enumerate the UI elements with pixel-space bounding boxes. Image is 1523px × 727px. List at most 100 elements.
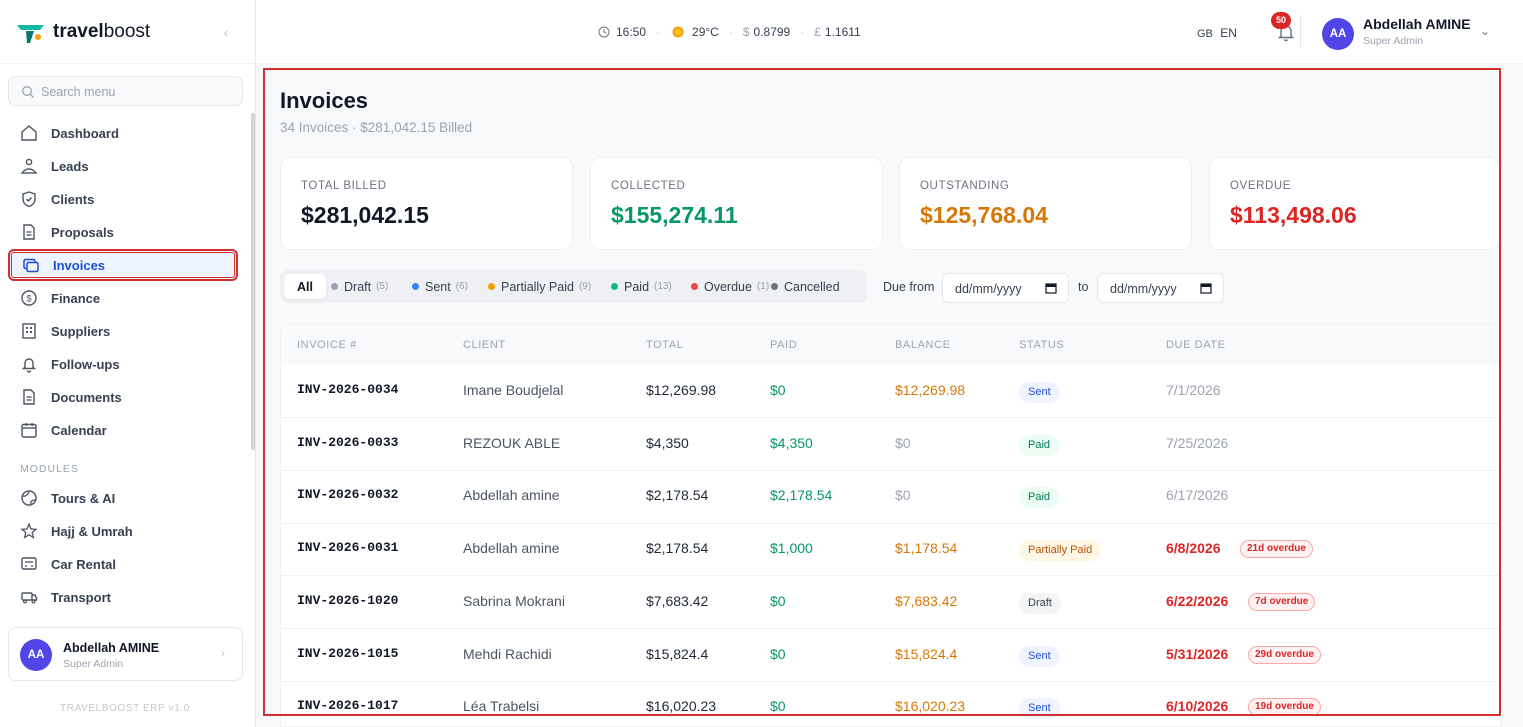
column-header[interactable]: BALANCE <box>895 339 951 351</box>
due-date: 6/22/2026 <box>1166 593 1229 609</box>
chevron-down-icon[interactable]: ⌄ <box>1480 24 1491 38</box>
language-selector[interactable]: GB EN <box>1197 26 1237 40</box>
document-icon <box>20 223 38 241</box>
invoice-total: $7,683.42 <box>646 593 709 609</box>
column-header[interactable]: TOTAL <box>646 339 684 351</box>
status-dot-icon <box>771 283 778 290</box>
filter-sent[interactable]: Sent (6) <box>412 274 468 299</box>
avatar[interactable]: AA <box>1322 18 1354 50</box>
filter-cancelled[interactable]: Cancelled <box>771 274 840 299</box>
sidebar-item-label: Suppliers <box>51 323 111 339</box>
notification-count-badge: 50 <box>1271 12 1291 29</box>
search-menu-input[interactable] <box>41 82 231 102</box>
due-date: 6/17/2026 <box>1166 487 1229 503</box>
sidebar-item-transport[interactable]: Transport <box>8 581 238 613</box>
calendar-icon[interactable] <box>1200 282 1212 294</box>
status-dot-icon <box>611 283 618 290</box>
sidebar-item-suppliers[interactable]: Suppliers <box>8 315 238 347</box>
sidebar-user-card[interactable]: AA Abdellah AMINE Super Admin › <box>8 627 243 681</box>
star-icon <box>20 522 38 540</box>
sidebar-item-clients[interactable]: Clients <box>8 183 238 215</box>
status-badge: Paid <box>1019 435 1060 456</box>
sidebar-item-leads[interactable]: Leads <box>8 150 238 182</box>
sidebar-item-label: Proposals <box>51 224 114 240</box>
column-header[interactable]: CLIENT <box>463 339 506 351</box>
sidebar-search[interactable] <box>8 76 243 106</box>
stat-card-overdue: OVERDUE $113,498.06 <box>1209 157 1500 250</box>
column-header[interactable]: DUE DATE <box>1166 339 1226 351</box>
filter-overdue[interactable]: Overdue (1) <box>691 274 769 299</box>
invoice-number: INV-2026-0034 <box>297 382 399 397</box>
sidebar-item-proposals[interactable]: Proposals <box>8 216 238 248</box>
sidebar-scrollbar[interactable] <box>251 113 255 450</box>
sidebar-item-invoices[interactable]: Invoices <box>8 249 238 281</box>
invoice-number: INV-2026-1017 <box>297 698 399 713</box>
invoice-number: INV-2026-0031 <box>297 540 399 555</box>
user-name: Abdellah AMINE <box>63 641 160 655</box>
due-from-date-input[interactable]: dd/mm/yyyy <box>942 273 1069 303</box>
topbar: 16:50 · 29°C · $ 0.8799 · £ 1.1611 GB EN… <box>256 0 1523 64</box>
sidebar-item-calendar[interactable]: Calendar <box>8 414 238 446</box>
chevron-right-icon: › <box>221 646 225 660</box>
filter-partially-paid[interactable]: Partially Paid (9) <box>488 274 591 299</box>
filter-label: Draft <box>344 279 372 294</box>
sidebar-item-documents[interactable]: Documents <box>8 381 238 413</box>
filter-all[interactable]: All <box>284 274 326 299</box>
filter-draft[interactable]: Draft (5) <box>331 274 388 299</box>
language-code: EN <box>1220 26 1237 40</box>
sidebar-item-car-rental[interactable]: Car Rental <box>8 548 238 580</box>
collapse-sidebar-chevron-icon[interactable]: ‹ <box>223 24 229 40</box>
sidebar-item-label: Follow-ups <box>51 356 120 372</box>
clock-icon <box>598 26 610 38</box>
column-header[interactable]: STATUS <box>1019 339 1065 351</box>
status-dot-icon <box>331 283 338 290</box>
stat-value: $125,768.04 <box>920 202 1048 228</box>
invoice-balance: $12,269.98 <box>895 382 966 398</box>
invoice-balance: $15,824.4 <box>895 646 958 662</box>
stat-label: OUTSTANDING <box>920 180 1010 192</box>
due-date: 7/25/2026 <box>1166 435 1229 451</box>
filter-count: (5) <box>376 281 389 292</box>
column-header[interactable]: PAID <box>770 339 798 351</box>
user-name[interactable]: Abdellah AMINE <box>1363 16 1471 32</box>
filter-count: (6) <box>455 281 468 292</box>
due-date: 5/31/2026 <box>1166 646 1229 662</box>
overdue-badge: 29d overdue <box>1248 646 1321 664</box>
invoice-total: $12,269.98 <box>646 382 717 398</box>
sidebar-item-follow-ups[interactable]: Follow-ups <box>8 348 238 380</box>
sidebar-item-label: Transport <box>51 589 111 605</box>
topbar-info: 16:50 · 29°C · $ 0.8799 · £ 1.1611 <box>598 24 861 40</box>
sidebar-item-dashboard[interactable]: Dashboard <box>8 117 238 149</box>
invoice-balance: $7,683.42 <box>895 593 958 609</box>
globe-icon <box>20 489 38 507</box>
status-dot-icon <box>488 283 495 290</box>
due-to-date-input[interactable]: dd/mm/yyyy <box>1097 273 1224 303</box>
calendar-icon <box>20 421 38 439</box>
row-divider <box>281 470 1500 471</box>
sun-icon <box>672 26 684 38</box>
date-placeholder: dd/mm/yyyy <box>1110 282 1177 296</box>
column-header[interactable]: INVOICE # <box>297 339 357 351</box>
overdue-badge: 7d overdue <box>1248 593 1316 611</box>
calendar-icon[interactable] <box>1045 282 1057 294</box>
invoice-balance: $1,178.54 <box>895 540 958 556</box>
invoice-number: INV-2026-1020 <box>297 593 399 608</box>
filter-paid[interactable]: Paid (13) <box>611 274 672 299</box>
invoice-number: INV-2026-0033 <box>297 435 399 450</box>
filter-label: Partially Paid <box>501 279 574 294</box>
page-title: Invoices <box>280 88 369 113</box>
svg-text:$: $ <box>26 294 31 304</box>
notification-bell-icon[interactable] <box>1274 20 1298 44</box>
stat-card-collected: COLLECTED $155,274.11 <box>590 157 883 250</box>
invoice-number: INV-2026-1015 <box>297 646 399 661</box>
invoice-total: $2,178.54 <box>646 487 709 503</box>
sidebar-item-hajj-umrah[interactable]: Hajj & Umrah <box>8 515 238 547</box>
car-icon <box>20 555 38 573</box>
usd-rate: 0.8799 <box>753 25 791 39</box>
stat-card-outstanding: OUTSTANDING $125,768.04 <box>899 157 1192 250</box>
client-name: Abdellah amine <box>463 540 560 556</box>
row-divider <box>281 523 1500 524</box>
sidebar-item-finance[interactable]: $ Finance <box>8 282 238 314</box>
sidebar-item-tours-ai[interactable]: Tours & AI <box>8 482 238 514</box>
divider <box>1300 15 1301 47</box>
